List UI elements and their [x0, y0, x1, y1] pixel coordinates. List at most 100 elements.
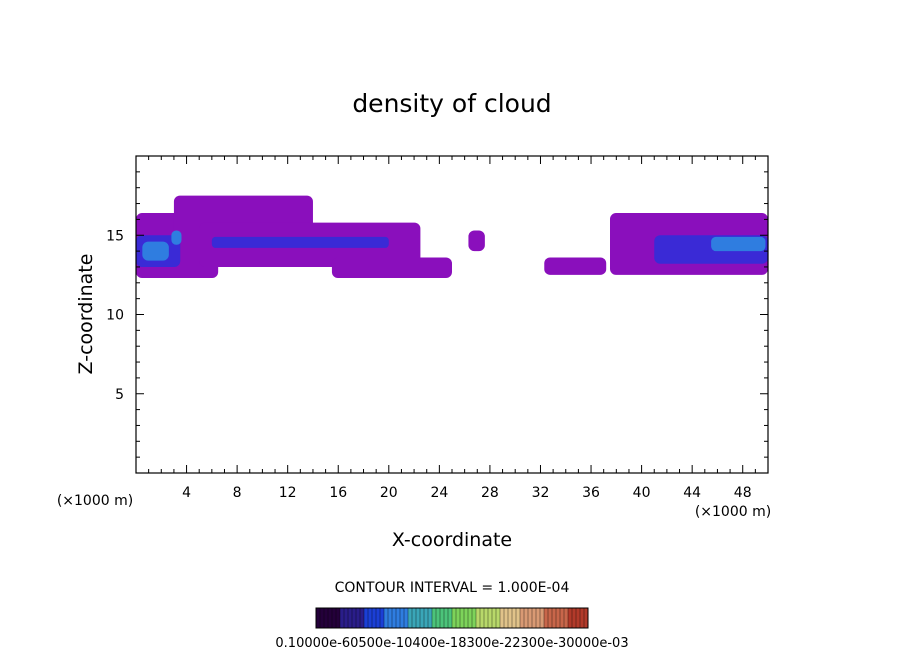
cloud-region-mid-9 — [211, 236, 389, 248]
colorbar-swatch — [472, 608, 477, 628]
x-tick-label: 40 — [633, 485, 651, 501]
colorbar-swatch — [420, 608, 425, 628]
colorbar-swatch — [488, 608, 493, 628]
colorbar-swatch — [492, 608, 497, 628]
colorbar-swatch — [540, 608, 545, 628]
colorbar-swatch — [376, 608, 381, 628]
colorbar-tick-labels: 0.10000e-60500e-10400e-18300e-22300e-300… — [275, 636, 628, 651]
y-tick-label: 5 — [115, 387, 124, 403]
colorbar-swatch — [392, 608, 397, 628]
colorbar-swatch — [536, 608, 541, 628]
colorbar-swatch — [520, 608, 525, 628]
x-tick-labels: 4 8 12 16 20 24 28 32 36 40 44 48 — [182, 485, 752, 501]
colorbar-swatch — [348, 608, 353, 628]
x-tick-label: 16 — [329, 485, 347, 501]
x-tick-label: 4 — [182, 485, 191, 501]
y-tick-label: 10 — [106, 308, 124, 324]
x-tick-label: 28 — [481, 485, 499, 501]
x-tick-label: 48 — [734, 485, 752, 501]
colorbar-swatch — [500, 608, 505, 628]
colorbar-swatch — [548, 608, 553, 628]
y-axis-label: Z-coordinate — [75, 254, 97, 375]
x-tick-label: 24 — [430, 485, 448, 501]
colorbar-swatch — [416, 608, 421, 628]
chart-title: density of cloud — [352, 89, 551, 118]
colorbar-swatch — [352, 608, 357, 628]
colorbar-swatch — [580, 608, 585, 628]
colorbar-swatch — [364, 608, 369, 628]
colorbar-swatch — [584, 608, 589, 628]
colorbar-swatch — [396, 608, 401, 628]
colorbar-swatch — [372, 608, 377, 628]
contour-interval-text: CONTOUR INTERVAL = 1.000E-04 — [335, 580, 570, 596]
colorbar-swatch — [388, 608, 393, 628]
cloud-density-field — [136, 195, 768, 279]
colorbar-swatch — [384, 608, 389, 628]
colorbar-swatch — [360, 608, 365, 628]
colorbar-swatch — [432, 608, 437, 628]
colorbar-swatch — [436, 608, 441, 628]
colorbar-swatch — [400, 608, 405, 628]
colorbar-swatch — [344, 608, 349, 628]
colorbar-swatch — [440, 608, 445, 628]
colorbar-swatch — [460, 608, 465, 628]
colorbar-swatch — [528, 608, 533, 628]
x-tick-label: 8 — [233, 485, 242, 501]
colorbar-swatch — [468, 608, 473, 628]
colorbar-frame — [315, 607, 589, 629]
colorbar-swatch — [532, 608, 537, 628]
colorbar-swatch — [328, 608, 333, 628]
colorbar-swatch — [508, 608, 513, 628]
colorbar-swatch — [552, 608, 557, 628]
colorbar-swatch — [544, 608, 549, 628]
colorbar-swatch — [564, 608, 569, 628]
x-tick-label: 44 — [683, 485, 701, 501]
colorbar-swatch — [476, 608, 481, 628]
cloud-region-high-11 — [142, 241, 169, 261]
colorbar-swatch — [404, 608, 409, 628]
colorbar-swatch — [568, 608, 573, 628]
colorbar-swatch — [524, 608, 529, 628]
colorbar-swatch — [484, 608, 489, 628]
colorbar-swatch — [412, 608, 417, 628]
y-tick-label: 15 — [106, 228, 124, 244]
cloud-region-high-12 — [171, 230, 182, 245]
colorbar-swatch — [572, 608, 577, 628]
cloud-region-low-4 — [331, 257, 452, 279]
colorbar-swatch — [336, 608, 341, 628]
x-tick-label: 12 — [279, 485, 297, 501]
colorbar-swatch — [428, 608, 433, 628]
y-tick-labels: 5 10 15 — [106, 228, 124, 403]
colorbar-swatch — [556, 608, 561, 628]
colorbar-swatch — [444, 608, 449, 628]
x-tick-label: 32 — [532, 485, 550, 501]
colorbar-swatch — [408, 608, 413, 628]
colorbar-swatch — [452, 608, 457, 628]
colorbar-swatch — [368, 608, 373, 628]
cloud-region-low-6 — [544, 257, 607, 275]
colorbar-swatch — [332, 608, 337, 628]
colorbar-swatch — [512, 608, 517, 628]
colorbar-swatch — [496, 608, 501, 628]
x-axis-label: X-coordinate — [392, 529, 512, 551]
colorbar-swatch — [504, 608, 509, 628]
colorbar-swatch — [576, 608, 581, 628]
colorbar-swatch — [516, 608, 521, 628]
colorbar-swatch — [320, 608, 325, 628]
x-tick-label: 20 — [380, 485, 398, 501]
colorbar-swatch — [456, 608, 461, 628]
colorbar-swatch — [560, 608, 565, 628]
cloud-region-high-13 — [711, 236, 766, 252]
x-unit-label-right: (×1000 m) — [695, 504, 771, 520]
x-tick-label: 36 — [582, 485, 600, 501]
colorbar-swatch — [324, 608, 329, 628]
axis-ticks — [136, 156, 768, 473]
colorbar-swatch — [464, 608, 469, 628]
colorbar-swatch — [448, 608, 453, 628]
colorbar-swatch — [424, 608, 429, 628]
colorbar-swatch — [380, 608, 385, 628]
colorbar — [315, 607, 589, 629]
colorbar-swatch — [340, 608, 345, 628]
